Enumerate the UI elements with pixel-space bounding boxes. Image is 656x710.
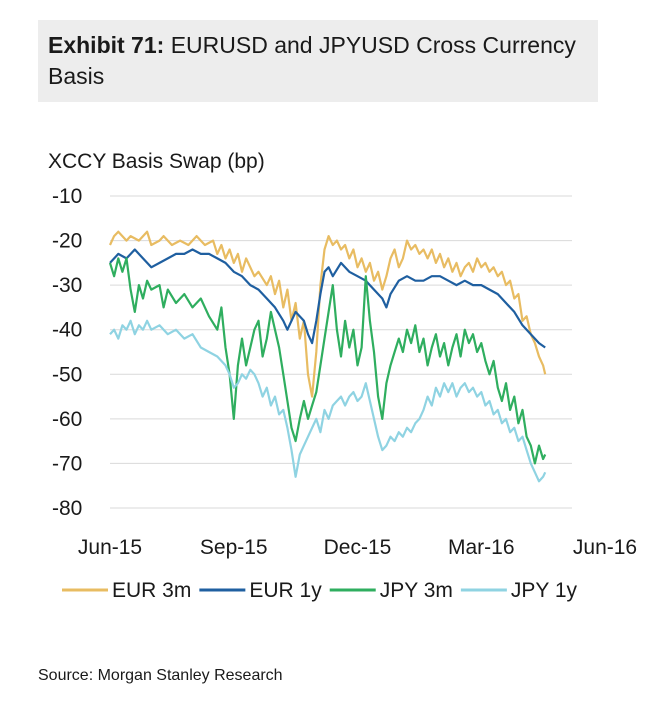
y-tick-label: -60 [52, 408, 82, 431]
series-line-eur-3m [109, 230, 547, 398]
x-tick-label: Jun-16 [573, 536, 637, 559]
legend-label: JPY 3m [380, 579, 453, 602]
exhibit-title: EURUSD and JPYUSD Cross Currency Basis [48, 32, 576, 89]
chart-title: Exhibit 71: EURUSD and JPYUSD Cross Curr… [48, 30, 588, 92]
series-line-eur-1y [109, 248, 546, 349]
exhibit-label: Exhibit 71: [48, 32, 165, 58]
y-axis-label: XCCY Basis Swap (bp) [48, 150, 265, 173]
y-tick-label: -40 [52, 319, 82, 342]
series-line-jpy-1y [109, 319, 547, 483]
x-tick-label: Mar-16 [448, 536, 515, 559]
y-tick-label: -20 [52, 230, 82, 253]
source-note: Source: Morgan Stanley Research [38, 667, 283, 684]
exhibit-header: Exhibit 71: EURUSD and JPYUSD Cross Curr… [38, 20, 598, 102]
legend-label: EUR 3m [112, 579, 191, 602]
y-tick-label: -80 [52, 497, 82, 520]
y-tick-label: -30 [52, 274, 82, 297]
x-tick-label: Dec-15 [324, 536, 392, 559]
x-tick-label: Jun-15 [78, 536, 142, 559]
series-line-jpy-3m [108, 257, 547, 465]
line-chart: -10 -20 -30 -40 -50 -60 -70 -80 Jun-15 Sep-15 Dec-… [52, 185, 637, 602]
legend-label: EUR 1y [249, 579, 322, 602]
y-tick-label: -50 [52, 363, 82, 386]
legend-label: JPY 1y [511, 579, 578, 602]
y-tick-label: -70 [52, 452, 82, 475]
y-tick-label: -10 [52, 185, 82, 208]
x-tick-label: Sep-15 [200, 536, 268, 559]
